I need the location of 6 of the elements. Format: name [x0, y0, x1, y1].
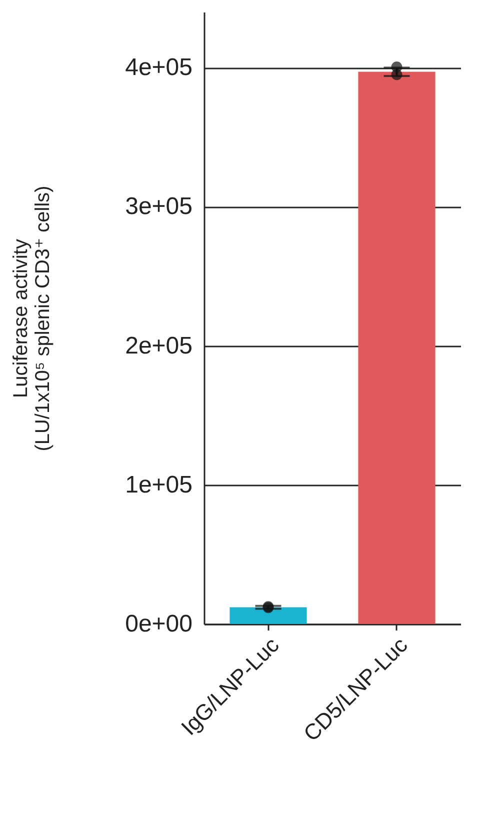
- y-tick-label: 2e+05: [125, 332, 192, 360]
- y-tick-label: 3e+05: [125, 193, 192, 220]
- y-tick-label: 1e+05: [125, 471, 192, 498]
- y-axis-title: Luciferase activity (LU/1x10⁵ splenic CD3⁺ cells): [10, 186, 54, 452]
- y-tick-label: 4e+05: [125, 54, 192, 82]
- y-tick-label: 0e+00: [125, 610, 192, 638]
